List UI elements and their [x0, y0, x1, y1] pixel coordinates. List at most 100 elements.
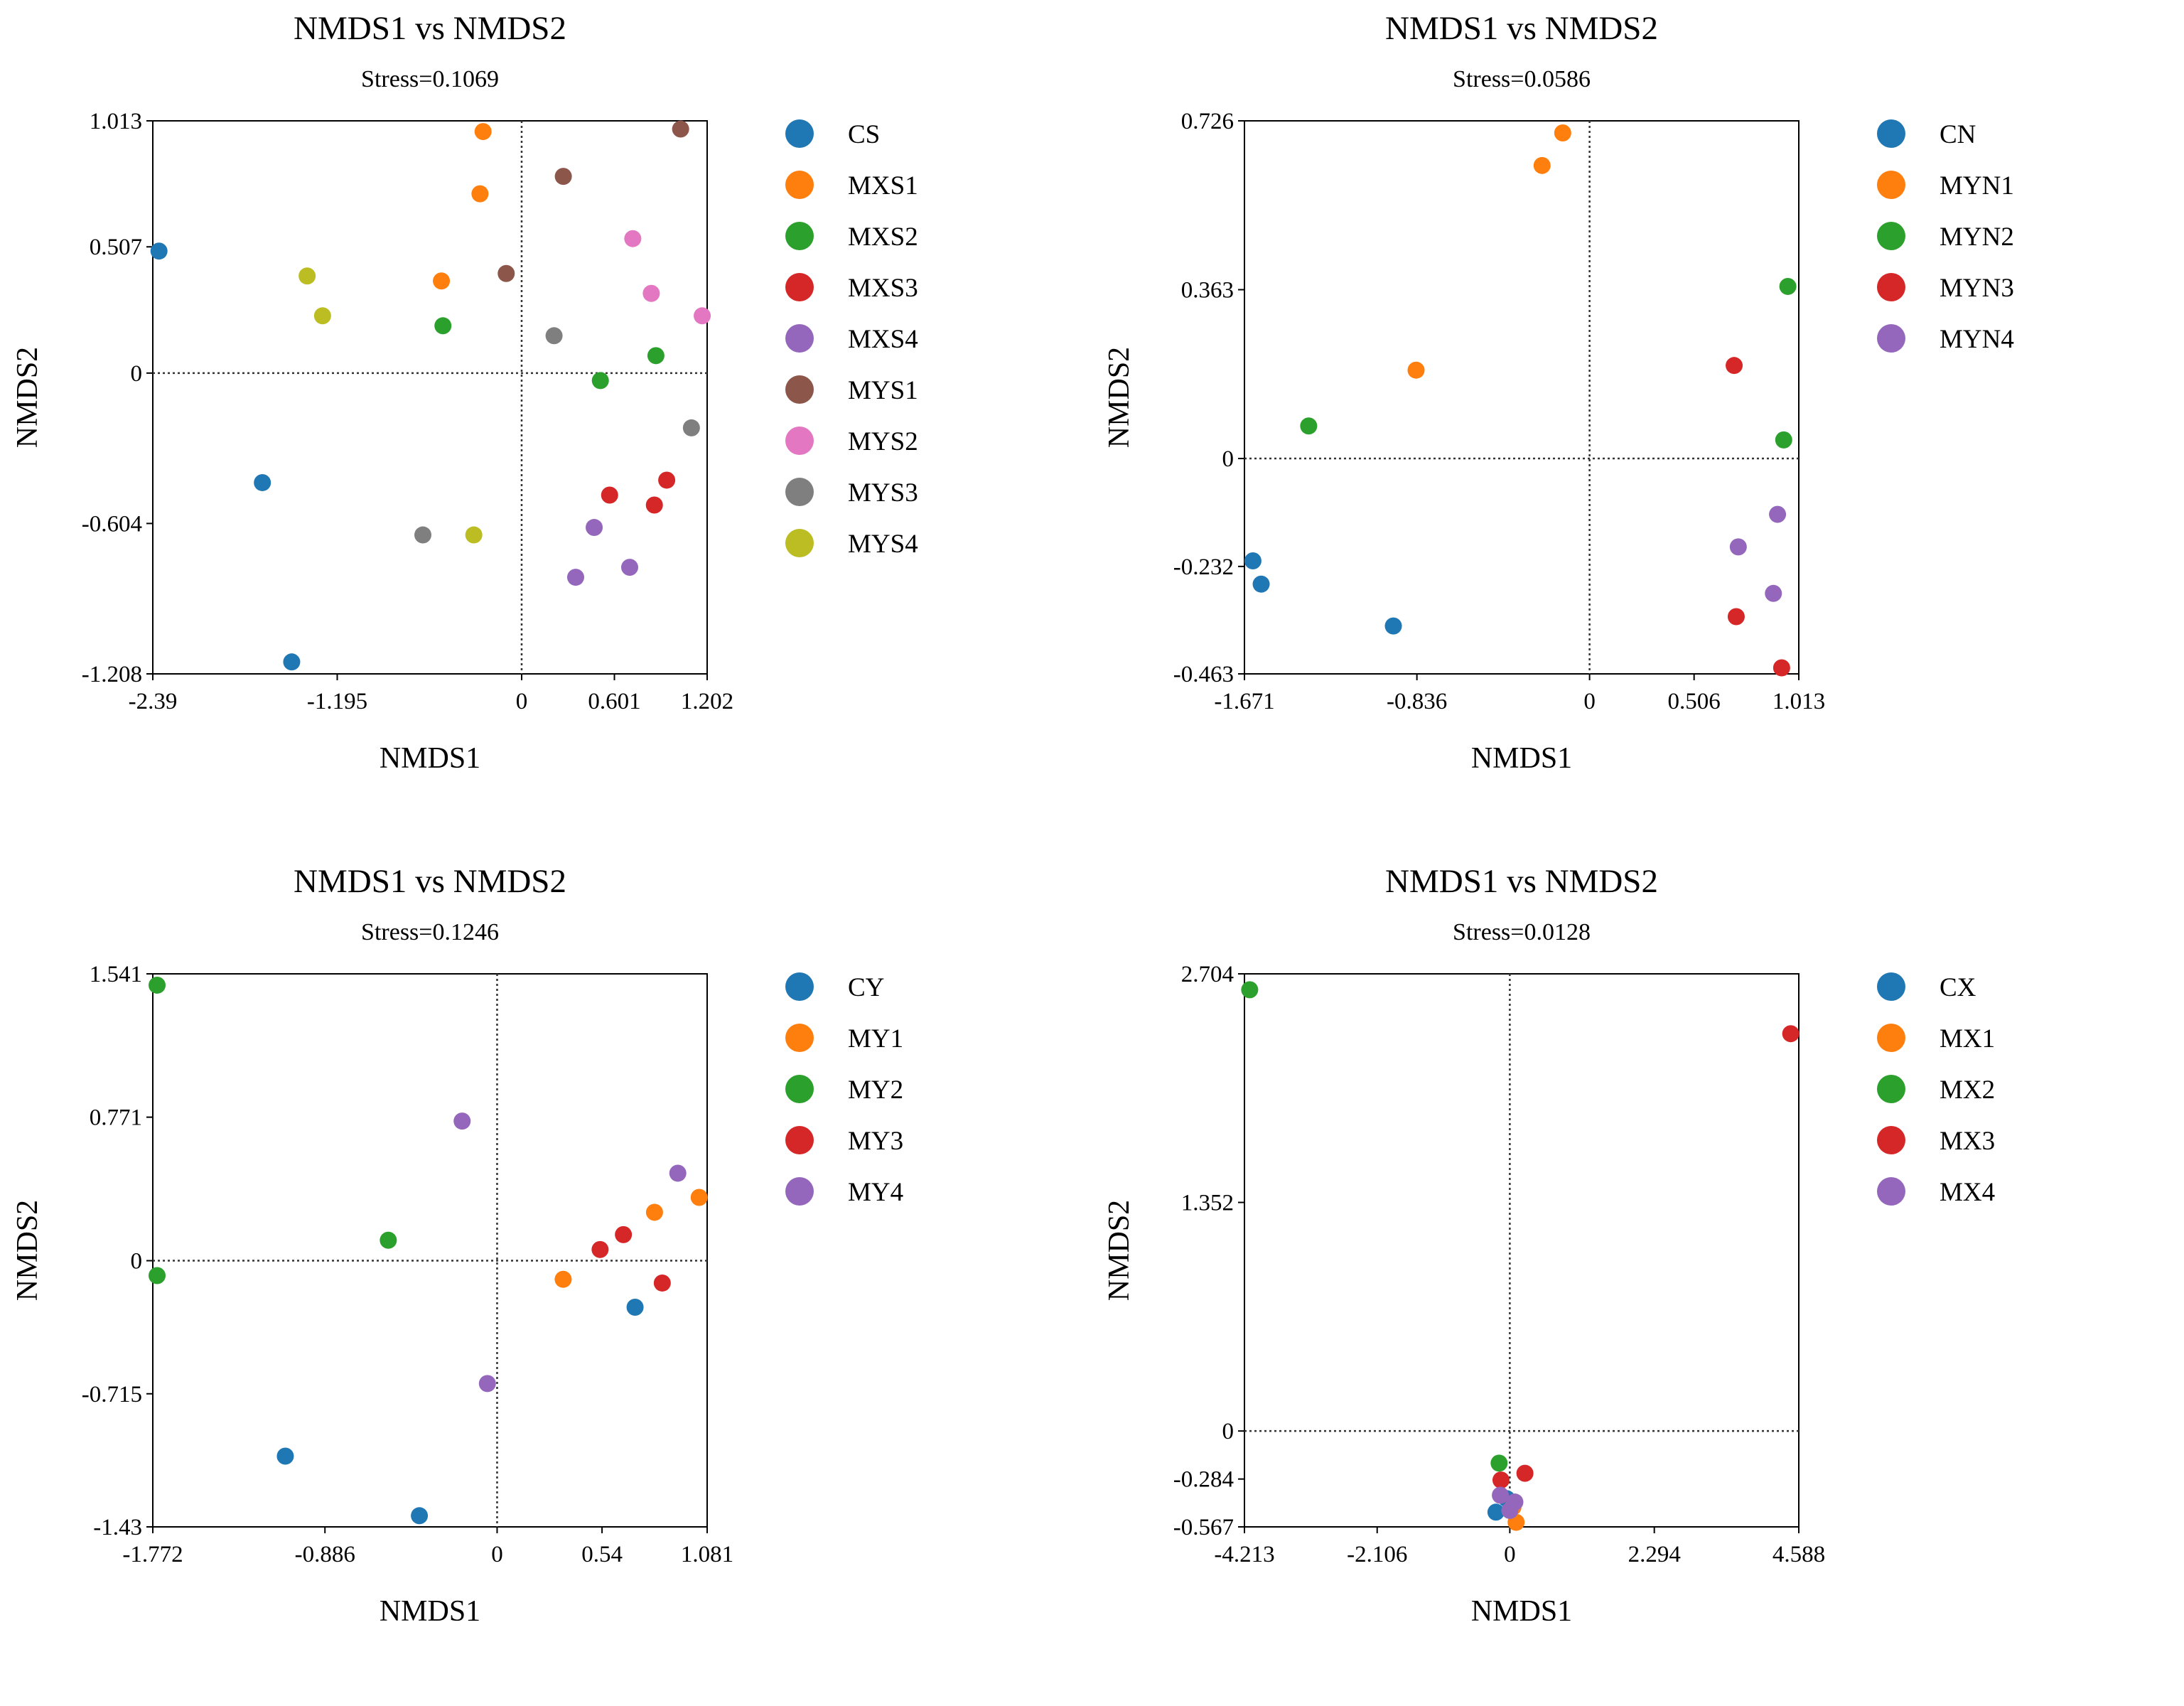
y-axis-label: NMDS2: [1103, 1200, 1136, 1301]
y-tick-label: -0.284: [1173, 1467, 1234, 1493]
chart-title: NMDS1 vs NMDS2: [1385, 10, 1658, 47]
legend-label: MY1: [848, 1024, 903, 1053]
legend-marker: [785, 324, 814, 353]
x-tick-label: 0.601: [588, 689, 640, 714]
legend-marker: [1877, 273, 1905, 301]
data-point: [1490, 1454, 1508, 1472]
data-point: [658, 471, 676, 489]
legend-marker: [1877, 222, 1905, 250]
x-axis-label: NMDS1: [380, 742, 480, 775]
x-tick-label: 0.506: [1668, 689, 1721, 714]
plot-frame: [152, 120, 708, 675]
data-point: [694, 307, 711, 325]
data-point: [1769, 505, 1787, 523]
data-point: [545, 327, 563, 345]
x-tick-label: 0: [1583, 689, 1596, 714]
plot-frame: [1244, 973, 1800, 1528]
data-point: [1492, 1471, 1510, 1489]
legend-marker: [785, 222, 814, 250]
data-point: [1773, 659, 1790, 677]
data-point: [1300, 417, 1318, 435]
data-point: [566, 569, 584, 586]
data-point: [1554, 124, 1571, 142]
data-point: [626, 1298, 644, 1316]
nmds-panel-2: NMDS1 vs NMDS2 Stress=0.0586 -1.671 -0.836 0…: [1092, 0, 2183, 853]
chart-subtitle: Stress=0.1069: [361, 66, 499, 92]
legend-label: MYS1: [848, 376, 918, 405]
x-tick-label: -0.886: [295, 1542, 355, 1567]
data-point: [474, 123, 492, 141]
data-point: [1782, 1025, 1800, 1043]
x-tick-label: 0: [491, 1542, 503, 1567]
legend-marker: [1877, 171, 1905, 199]
legend-marker: [785, 1024, 814, 1052]
y-tick-label: 0: [131, 361, 143, 387]
x-tick-label: -2.106: [1347, 1542, 1407, 1567]
data-point: [1775, 431, 1792, 449]
legend-label: MYS2: [848, 427, 918, 456]
y-tick-label: -0.232: [1173, 554, 1234, 580]
data-point: [1501, 1501, 1519, 1519]
data-point: [283, 653, 301, 671]
x-tick-label: -1.195: [307, 689, 367, 714]
data-point: [433, 272, 451, 290]
x-tick-label: 0.54: [581, 1542, 623, 1567]
nmds-panel-1: NMDS1 vs NMDS2 Stress=0.1069 -2.39 -1.195 0 0…: [0, 0, 1092, 853]
data-point: [620, 559, 638, 576]
legend-marker: [1877, 1024, 1905, 1052]
legend-label: MX2: [1940, 1075, 1995, 1105]
legend-label: MXS1: [848, 171, 918, 200]
x-tick-label: -0.836: [1387, 689, 1447, 714]
legend-label: MYS4: [848, 530, 918, 559]
plot-frame: [1244, 120, 1800, 675]
legend-marker: [1877, 1177, 1905, 1206]
legend-label: MY2: [848, 1075, 903, 1105]
data-point: [1492, 1486, 1510, 1504]
data-point: [497, 264, 515, 282]
x-tick-label: 0: [516, 689, 528, 714]
data-point: [642, 284, 660, 302]
nmds-plot-3: NMDS1 vs NMDS2 Stress=0.1246 -1.772 -0.886 0…: [11, 863, 903, 1628]
chart-title: NMDS1 vs NMDS2: [1385, 863, 1658, 900]
y-tick-label: -1.43: [93, 1515, 142, 1540]
legend-marker: [785, 375, 814, 404]
legend-label: MXS2: [848, 222, 918, 252]
data-point: [1244, 552, 1262, 569]
data-point: [380, 1231, 397, 1249]
x-tick-label: 2.294: [1628, 1542, 1681, 1567]
data-point: [591, 1240, 609, 1258]
data-point: [682, 419, 700, 436]
y-tick-label: 0.507: [90, 235, 142, 260]
x-tick-label: 1.081: [681, 1542, 733, 1567]
legend-label: MX1: [1940, 1024, 1995, 1053]
y-tick-label: -0.604: [82, 511, 142, 537]
data-point: [653, 1274, 671, 1292]
data-point: [645, 496, 663, 514]
y-tick-label: 1.013: [90, 109, 142, 134]
chart-title: NMDS1 vs NMDS2: [294, 863, 566, 900]
legend-label: CN: [1940, 120, 1976, 149]
legend-label: MX4: [1940, 1178, 1995, 1207]
x-tick-label: -1.772: [122, 1542, 183, 1567]
legend-label: MY4: [848, 1178, 903, 1207]
legend-marker: [785, 972, 814, 1001]
legend-label: MXS3: [848, 274, 918, 303]
data-point: [1241, 981, 1259, 999]
legend-label: CX: [1940, 973, 1976, 1002]
x-axis-label: NMDS1: [1471, 1595, 1572, 1628]
data-point: [1252, 575, 1270, 593]
x-tick-label: 0: [1504, 1542, 1516, 1567]
legend-marker: [785, 478, 814, 506]
x-tick-label: -1.671: [1214, 689, 1274, 714]
legend-marker: [785, 529, 814, 557]
data-point: [1533, 156, 1551, 174]
data-point: [434, 317, 452, 335]
data-point: [1727, 608, 1745, 626]
data-point: [465, 526, 483, 544]
data-point: [690, 1189, 708, 1206]
legend-label: CY: [848, 973, 884, 1002]
data-point: [276, 1447, 294, 1465]
y-tick-label: 2.704: [1181, 962, 1234, 987]
legend-marker: [785, 1177, 814, 1206]
data-point: [586, 519, 603, 537]
